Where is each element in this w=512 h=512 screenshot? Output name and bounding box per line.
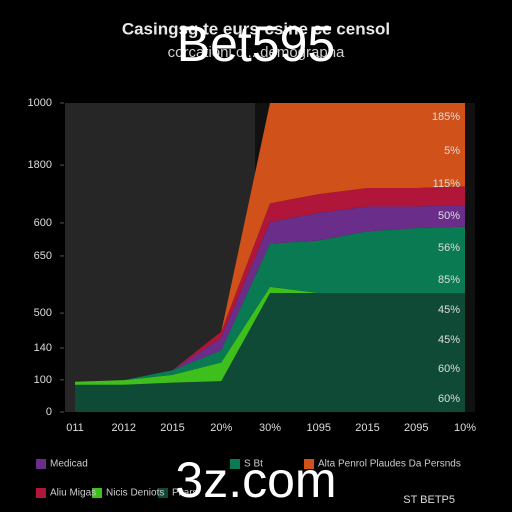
chart-subtitle: corcationi c... demographa: [168, 44, 345, 61]
legend-swatch: [36, 488, 46, 498]
x-tick-label: 1095: [307, 422, 331, 434]
y-tick-label: 0: [46, 406, 52, 418]
annotation: 60%: [438, 363, 460, 375]
legend-swatch: [158, 488, 168, 498]
x-tick-label: 10%: [454, 422, 476, 434]
footer: ST BETP5: [403, 494, 455, 506]
area: [75, 226, 465, 382]
x-tick-label: 2095: [404, 422, 428, 434]
legend-label: Alta Penrol Plaudes Da Persnds: [318, 459, 461, 470]
x-tick-label: 011: [66, 422, 84, 434]
y-tick-label: 1800: [28, 159, 52, 171]
legend-swatch: [304, 459, 314, 469]
legend-label: Pitars: [172, 488, 198, 499]
area: [75, 186, 465, 382]
y-tick-label: 100: [34, 374, 52, 386]
y-tick-label: 650: [34, 250, 52, 262]
chart-title: Casingsg te eurs·csine ce censol: [122, 19, 390, 38]
legend-label: Nicis Deniots: [106, 488, 164, 499]
x-tick-label: 2012: [112, 422, 136, 434]
x-tick-label: 20%: [210, 422, 232, 434]
watermark: Bet595: [177, 16, 335, 72]
area: [75, 293, 465, 412]
annotation: 185%: [432, 111, 460, 123]
legend-label: S Bt: [244, 459, 263, 470]
annotation: 85%: [438, 274, 460, 286]
y-tick-label: 600: [34, 217, 52, 229]
annotation: 56%: [438, 242, 460, 254]
y-tick-label: 1000: [28, 97, 52, 109]
legend-label: Aliu Migas: [50, 488, 96, 499]
annotation: 115%: [433, 178, 461, 190]
legend-label: Medicad: [50, 459, 88, 470]
annotation: 45%: [438, 304, 460, 316]
annotation: 60%: [438, 393, 460, 405]
y-tick-label: 500: [34, 307, 52, 319]
y-tick-label: 140: [34, 342, 52, 354]
annotation: 50%: [438, 210, 460, 222]
x-tick-label: 2015: [355, 422, 379, 434]
legend-swatch: [36, 459, 46, 469]
annotation: 45%: [438, 334, 460, 346]
area: [75, 204, 465, 382]
watermark: 3z.com: [175, 452, 336, 508]
legend-swatch: [230, 459, 240, 469]
x-tick-label: 2015: [160, 422, 184, 434]
annotation: 5%: [444, 145, 460, 157]
x-tick-label: 30%: [259, 422, 281, 434]
area: [75, 103, 465, 382]
legend-swatch: [92, 488, 102, 498]
